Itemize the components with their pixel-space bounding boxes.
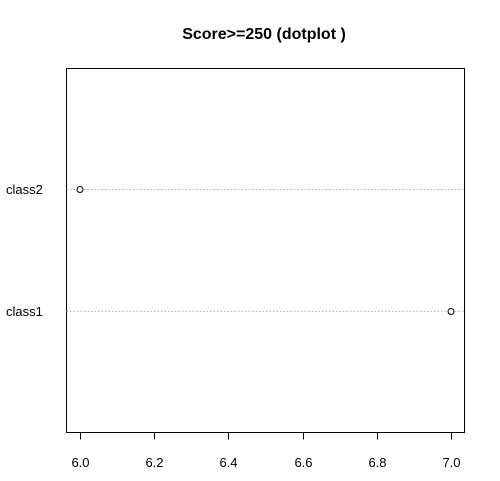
x-tick-label-7.0: 7.0 [442, 455, 460, 470]
category-labels: class1 class2 [6, 182, 43, 319]
x-tick-label-6.2: 6.2 [145, 455, 163, 470]
chart-title: Score>=250 (dotplot ) [182, 26, 346, 43]
x-tick-label-6.8: 6.8 [368, 455, 386, 470]
x-tick-label-6.4: 6.4 [219, 455, 237, 470]
point-class1 [447, 308, 455, 315]
category-label-class1: class1 [6, 304, 43, 319]
plot-frame [66, 68, 465, 433]
guide-lines [66, 189, 465, 312]
data-points [76, 186, 455, 315]
category-label-class2: class2 [6, 182, 43, 197]
x-tick-label-6.0: 6.0 [71, 455, 89, 470]
x-tick-label-6.6: 6.6 [294, 455, 312, 470]
point-class2 [76, 186, 84, 193]
x-axis: 6.0 6.2 6.4 6.6 6.8 7.0 [71, 432, 461, 470]
